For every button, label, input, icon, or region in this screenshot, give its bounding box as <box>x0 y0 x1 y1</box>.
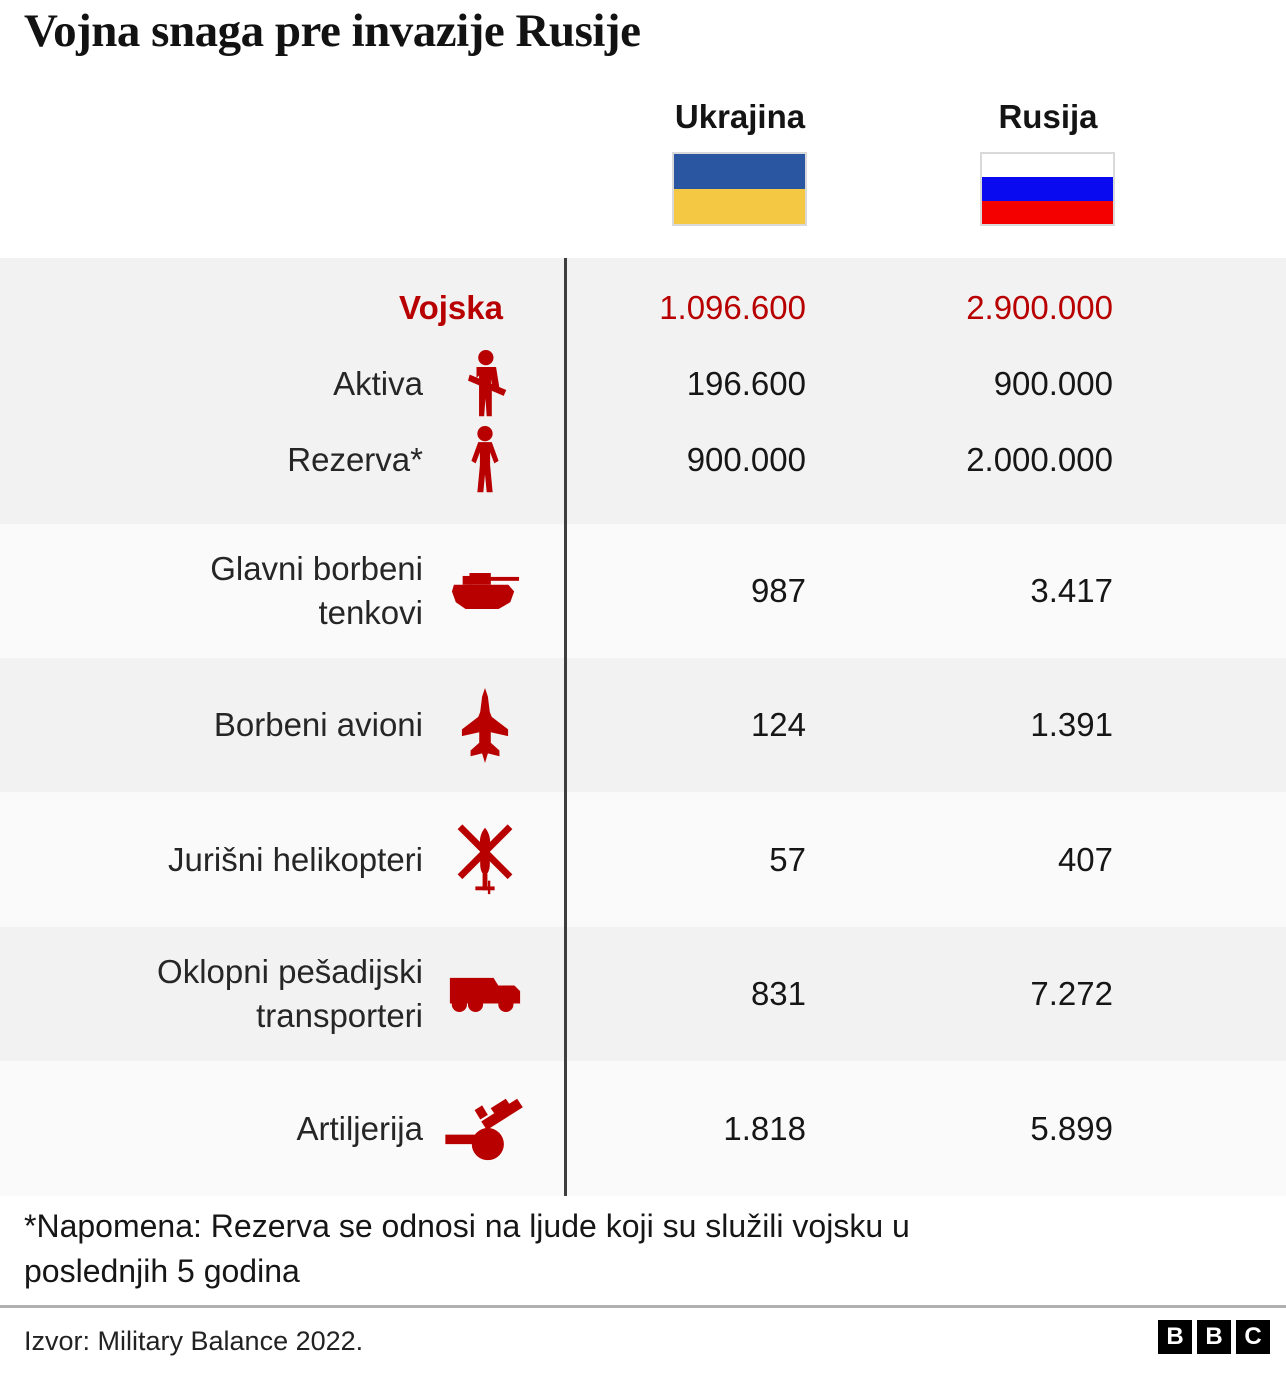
value-ukraine: 196.600 <box>686 365 806 402</box>
table-row: Oklopni pešadijski transporteri 831 7.27… <box>0 927 1286 1061</box>
row-label: Rezerva* <box>287 441 423 478</box>
row-label: Oklopni pešadijski transporteri <box>157 953 423 1034</box>
helicopters-band: Jurišni helikopteri <box>0 792 1286 927</box>
personnel-band: Vojska 1.096.600 2.900.000 Aktiva <box>0 258 1286 524</box>
value-russia: 1.391 <box>1030 706 1113 743</box>
table-row: Glavni borbeni tenkovi 987 3.417 <box>0 524 1286 658</box>
value-russia: 5.899 <box>1030 1109 1113 1147</box>
bbc-logo: B B C <box>1158 1320 1270 1354</box>
row-label: Borbeni avioni <box>213 706 423 743</box>
russia-flag-icon <box>980 152 1115 226</box>
value-ukraine: 124 <box>750 706 806 743</box>
row-label: Vojska <box>399 289 503 326</box>
value-russia: 7.272 <box>1030 975 1113 1012</box>
footnote: *Napomena: Rezerva se odnosi na ljude ko… <box>24 1208 910 1289</box>
table-row: Jurišni helikopteri <box>0 792 1286 927</box>
tank-icon <box>443 572 527 611</box>
value-ukraine: 987 <box>750 572 806 609</box>
table-row: Borbeni avioni 124 1.391 <box>0 658 1286 792</box>
table-row: Rezerva* 900.000 2.000.000 <box>0 422 1286 498</box>
aircraft-band: Borbeni avioni 124 1.391 <box>0 658 1286 792</box>
value-russia: 407 <box>1057 840 1113 878</box>
apc-band: Oklopni pešadijski transporteri 831 7.27… <box>0 927 1286 1061</box>
column-divider-line <box>564 258 567 1196</box>
page-title: Vojna snaga pre invazije Rusije <box>24 5 641 57</box>
value-russia: 3.417 <box>1030 572 1113 609</box>
artillery-icon <box>443 1095 527 1163</box>
column-header-russia: Rusija <box>998 98 1098 135</box>
row-label: Jurišni helikopteri <box>168 840 423 878</box>
value-ukraine: 57 <box>769 840 806 878</box>
value-russia: 2.000.000 <box>966 441 1113 478</box>
row-label: Aktiva <box>333 365 423 402</box>
bbc-logo-block: C <box>1236 1320 1270 1354</box>
tanks-band: Glavni borbeni tenkovi 987 3.417 <box>0 524 1286 658</box>
value-ukraine: 900.000 <box>686 441 806 478</box>
value-ukraine: 831 <box>750 975 806 1012</box>
table-row: Vojska 1.096.600 2.900.000 <box>0 270 1286 346</box>
source-text: Izvor: Military Balance 2022. <box>24 1326 364 1356</box>
column-header-ukraine: Ukrajina <box>674 98 806 135</box>
value-ukraine: 1.096.600 <box>659 289 806 326</box>
apc-icon <box>443 973 527 1015</box>
artillery-band: Artiljerija 1.818 5.899 <box>0 1061 1286 1196</box>
bbc-logo-block: B <box>1158 1320 1192 1354</box>
ukraine-flag-icon <box>672 152 807 226</box>
person-icon <box>443 426 527 494</box>
value-russia: 2.900.000 <box>966 289 1113 326</box>
fighter-jet-icon <box>443 687 527 764</box>
bbc-logo-block: B <box>1197 1320 1231 1354</box>
footer-divider <box>0 1305 1286 1308</box>
soldier-icon <box>443 350 527 418</box>
helicopter-icon <box>443 822 527 897</box>
comparison-table: Vojska 1.096.600 2.900.000 Aktiva <box>0 258 1286 1196</box>
value-russia: 900.000 <box>993 365 1113 402</box>
table-row: Artiljerija 1.818 5.899 <box>0 1061 1286 1196</box>
row-label: Artiljerija <box>296 1109 423 1147</box>
value-ukraine: 1.818 <box>723 1109 806 1147</box>
row-label: Glavni borbeni tenkovi <box>210 550 423 631</box>
table-row: Aktiva 196.600 900.000 <box>0 346 1286 422</box>
